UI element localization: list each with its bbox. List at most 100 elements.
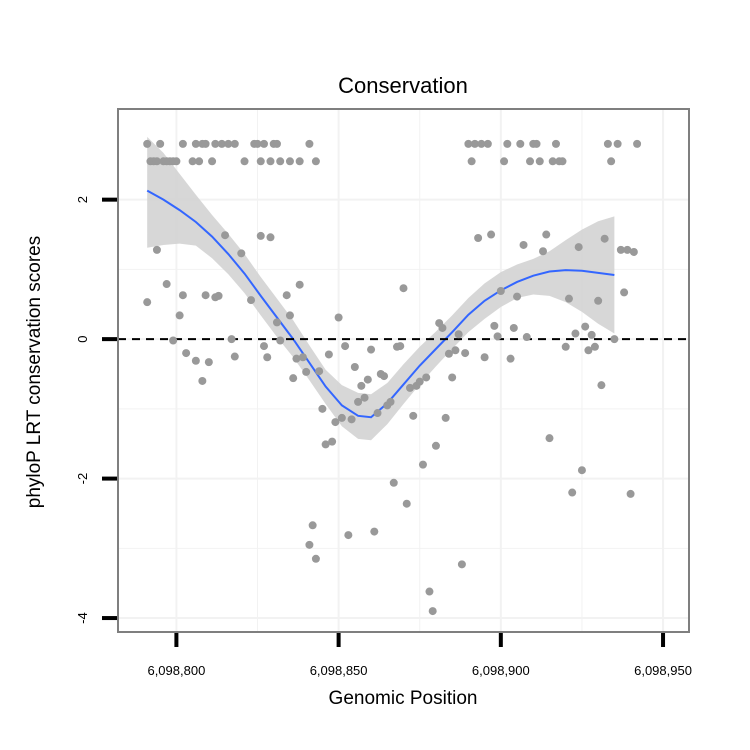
data-point — [633, 139, 642, 148]
data-point — [198, 376, 207, 385]
data-point — [253, 139, 262, 148]
data-point — [211, 139, 220, 148]
data-point — [457, 560, 466, 569]
data-point — [545, 434, 554, 443]
data-point — [289, 374, 298, 383]
data-point — [626, 489, 635, 498]
data-point — [318, 404, 327, 413]
data-point — [344, 531, 353, 540]
data-point — [597, 381, 606, 390]
data-point — [493, 332, 502, 341]
data-point — [571, 329, 580, 338]
data-point — [172, 157, 181, 166]
data-point — [516, 139, 525, 148]
data-point — [616, 245, 625, 254]
data-point — [496, 287, 505, 296]
data-point — [350, 363, 359, 372]
data-point — [551, 139, 560, 148]
data-point — [503, 139, 512, 148]
data-point — [405, 383, 414, 392]
data-point — [623, 245, 632, 254]
y-tick-label: 0 — [75, 336, 90, 343]
data-point — [282, 291, 291, 300]
chart-title: Conservation — [338, 73, 468, 98]
data-point — [386, 397, 395, 406]
data-point — [519, 240, 528, 249]
x-tick-label: 6,098,850 — [310, 663, 368, 678]
data-point — [396, 342, 405, 351]
data-point — [613, 139, 622, 148]
data-point — [454, 330, 463, 339]
y-tick-label: -2 — [75, 473, 90, 485]
data-point — [483, 139, 492, 148]
confidence-ribbon-layer — [147, 136, 615, 441]
data-point — [568, 488, 577, 497]
data-point — [607, 157, 616, 166]
data-point — [143, 139, 152, 148]
data-point — [581, 322, 590, 331]
data-point — [363, 375, 372, 384]
data-point — [574, 243, 583, 252]
data-point — [328, 437, 337, 446]
data-point — [448, 373, 457, 382]
data-point — [337, 413, 346, 422]
data-point — [191, 356, 200, 365]
data-point — [305, 540, 314, 549]
data-point — [305, 139, 314, 148]
data-point — [370, 527, 379, 536]
data-point — [444, 349, 453, 358]
data-point — [311, 157, 320, 166]
data-point — [594, 296, 603, 305]
data-point — [285, 311, 294, 320]
data-point — [302, 367, 311, 376]
data-point — [188, 157, 197, 166]
data-point — [237, 249, 246, 258]
data-point — [470, 139, 479, 148]
data-point — [500, 157, 509, 166]
data-point — [324, 350, 333, 359]
data-point — [409, 411, 418, 420]
data-point — [295, 280, 304, 289]
data-point — [418, 460, 427, 469]
data-point — [561, 342, 570, 351]
data-point — [487, 230, 496, 239]
data-point — [509, 323, 518, 332]
data-point — [477, 139, 486, 148]
data-point — [490, 321, 499, 330]
x-tick-label: 6,098,950 — [634, 663, 692, 678]
data-point — [357, 381, 366, 390]
data-point — [152, 157, 161, 166]
x-axis-label: Genomic Position — [329, 688, 478, 709]
data-point — [331, 418, 340, 427]
data-point — [276, 157, 285, 166]
plot-border — [117, 108, 690, 633]
data-point — [558, 157, 567, 166]
data-point — [311, 554, 320, 563]
data-point — [227, 335, 236, 344]
data-point — [308, 521, 317, 530]
data-point — [367, 345, 376, 354]
data-point — [354, 397, 363, 406]
data-point — [259, 342, 268, 351]
data-point — [191, 139, 200, 148]
data-point — [214, 291, 223, 300]
data-point — [451, 346, 460, 355]
data-point — [480, 353, 489, 362]
data-point — [399, 284, 408, 293]
data-point — [422, 373, 431, 382]
data-point — [230, 139, 239, 148]
data-point — [195, 157, 204, 166]
y-axis-label: phyloP LRT conservation scores — [24, 236, 45, 509]
data-point — [230, 352, 239, 361]
data-point — [201, 291, 210, 300]
data-point — [415, 377, 424, 386]
confidence-ribbon — [147, 136, 615, 441]
data-point — [240, 157, 249, 166]
data-point — [600, 234, 609, 243]
data-point — [315, 367, 324, 376]
data-point — [347, 415, 356, 424]
data-point — [256, 231, 265, 240]
data-point — [256, 157, 265, 166]
data-point — [620, 288, 629, 297]
